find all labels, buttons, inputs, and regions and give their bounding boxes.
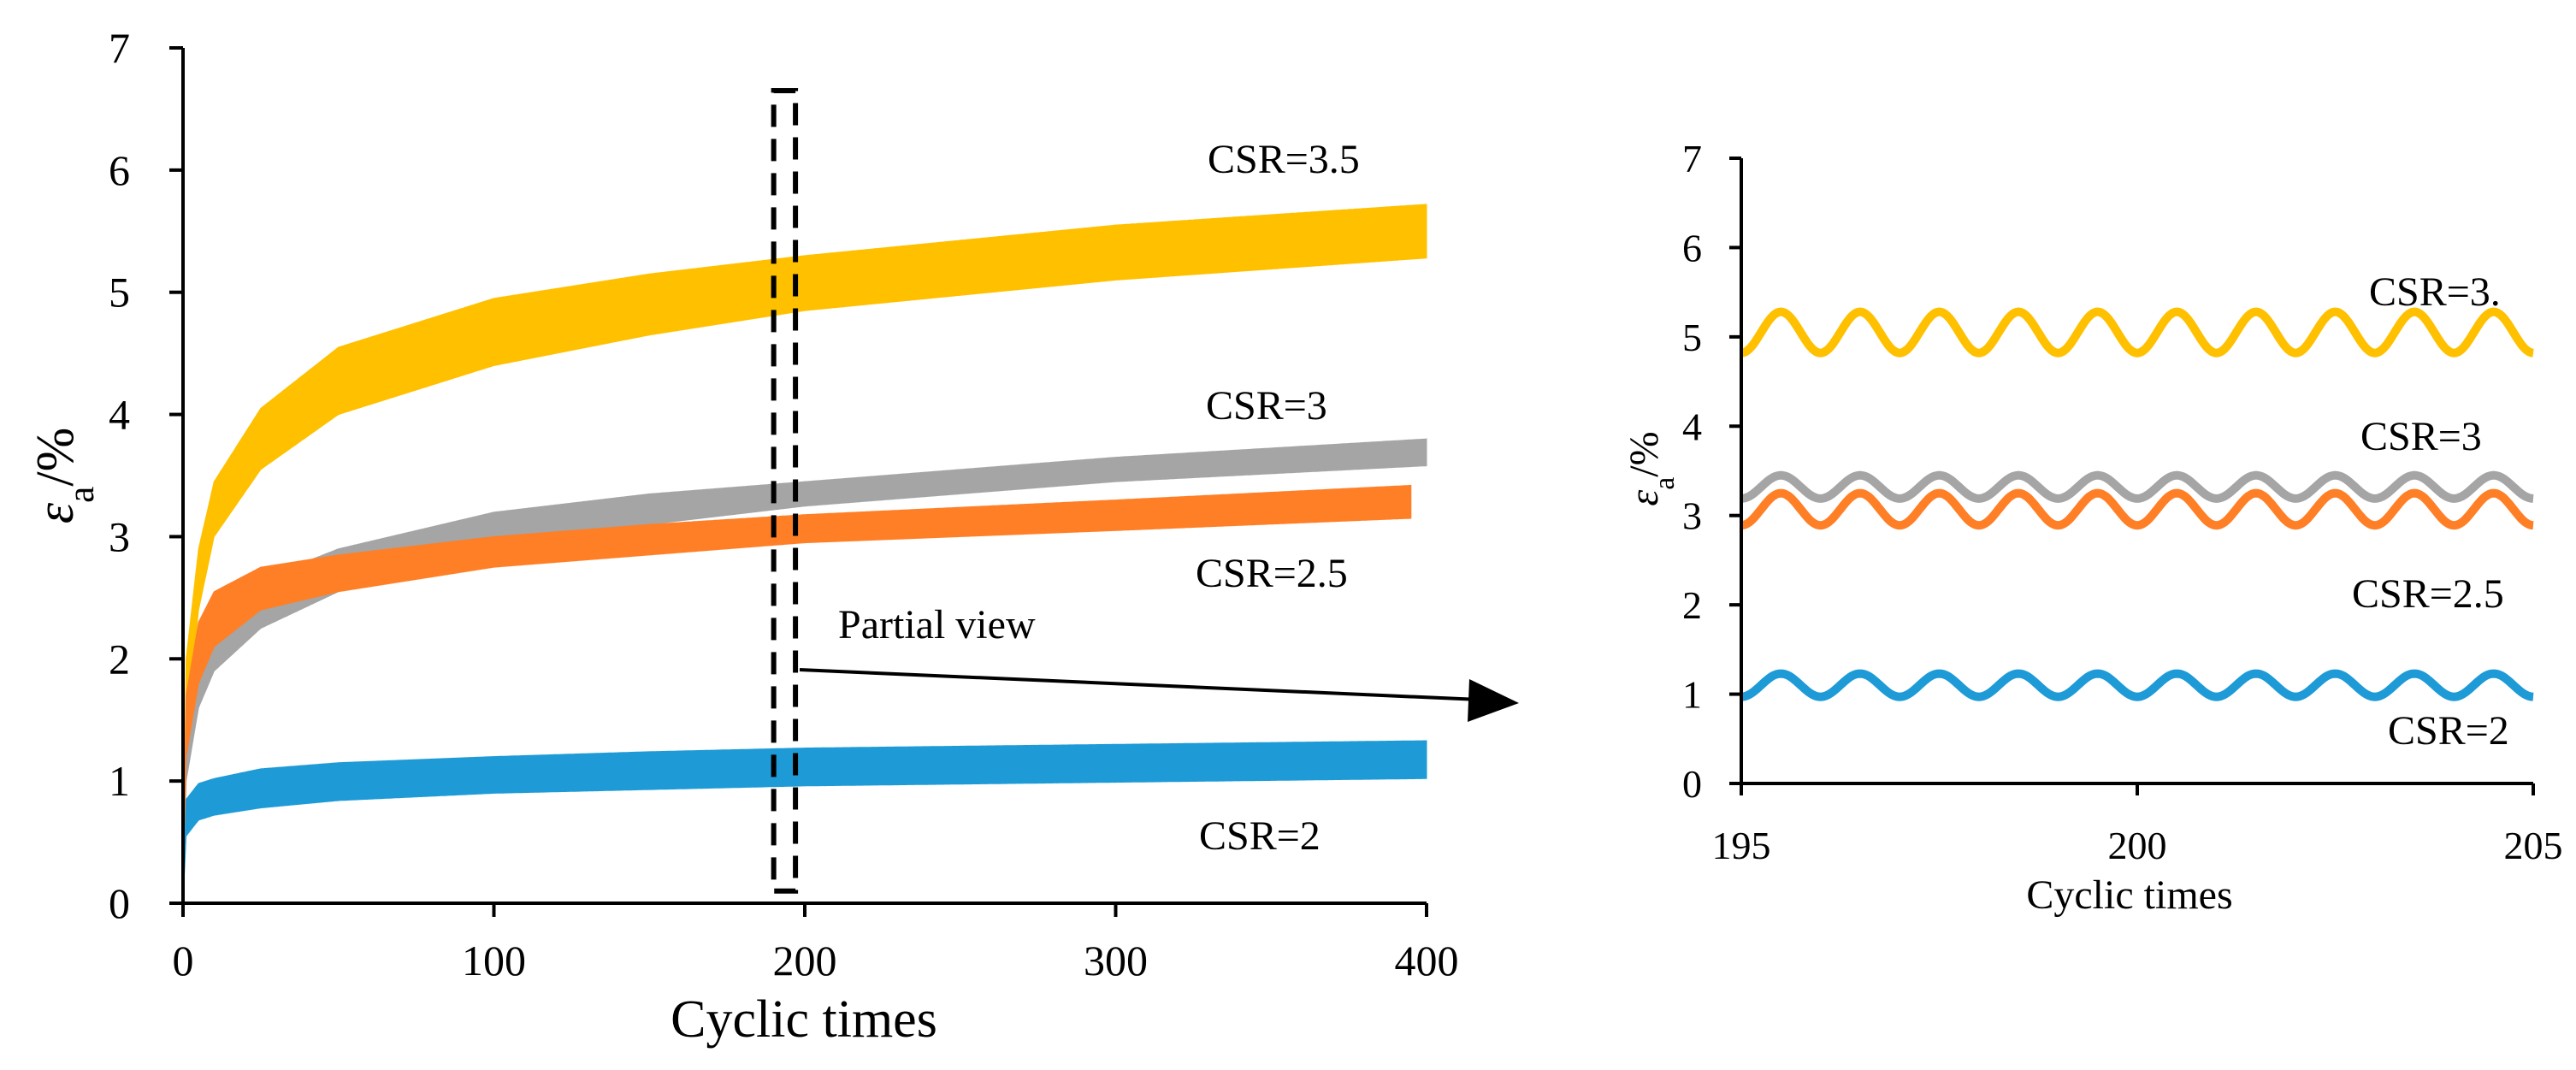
y-tick-label: 0 bbox=[109, 879, 130, 927]
series-band-csr-2-5 bbox=[182, 484, 1412, 904]
x-tick-label: 100 bbox=[462, 937, 526, 984]
y-tick-label: 3 bbox=[109, 512, 130, 560]
main-axes: 0 1 2 3 4 5 6 7 0 100 200 300 400 Cyclic times εa/% bbox=[27, 24, 1459, 1049]
main-series-layer bbox=[182, 204, 1427, 904]
inset-y-tick-label: 3 bbox=[1682, 494, 1702, 538]
inset-x-axis-label: Cyclic times bbox=[2026, 872, 2232, 918]
inset-y-tick-label: 1 bbox=[1682, 673, 1702, 717]
partial-view-box bbox=[771, 88, 799, 894]
inset-y-tick-label: 6 bbox=[1682, 226, 1702, 269]
y-tick-label: 1 bbox=[109, 757, 130, 805]
inset-series-label-csr-3: CSR=3 bbox=[2360, 414, 2482, 459]
inset-series-layer bbox=[1740, 307, 2534, 701]
y-axis-label: εa/% bbox=[27, 428, 102, 524]
series-band-csr-3-5 bbox=[182, 204, 1427, 904]
series-label-csr-3: CSR=3 bbox=[1206, 383, 1327, 429]
y-axis-label-unit: /% bbox=[1622, 431, 1667, 476]
x-tick-label: 300 bbox=[1084, 937, 1148, 984]
y-axis-label-symbol: ε bbox=[1622, 490, 1667, 506]
inset-x-tick-label: 195 bbox=[1712, 824, 1771, 867]
inset-y-tick-label: 2 bbox=[1682, 583, 1702, 627]
inset-series-label-csr-2: CSR=2 bbox=[2388, 708, 2509, 754]
inset-y-tick-label: 5 bbox=[1682, 316, 1702, 359]
main-series-labels: CSR=3.5 CSR=3 CSR=2.5 CSR=2 bbox=[1196, 137, 1360, 859]
inset-series-labels: CSR=3. CSR=3 CSR=2.5 CSR=2 bbox=[2352, 269, 2509, 754]
y-axis-label-subscript: a bbox=[61, 487, 102, 503]
inset-x-tick-label: 205 bbox=[2504, 824, 2563, 867]
y-tick-label: 7 bbox=[109, 24, 130, 72]
main-chart: Partial view 0 1 2 3 4 5 6 7 0 100 200 300 400 Cyclic… bbox=[27, 24, 1519, 1049]
y-tick-label: 2 bbox=[109, 635, 130, 683]
x-tick-label: 400 bbox=[1395, 937, 1459, 984]
y-tick-label: 5 bbox=[109, 269, 130, 316]
x-tick-label: 200 bbox=[773, 937, 837, 984]
inset-chart: 0 1 2 3 4 5 6 7 195 200 205 Cyclic times εa/% CSR=3.… bbox=[1622, 137, 2563, 918]
x-tick-label: 0 bbox=[173, 937, 194, 984]
partial-view-label: Partial view bbox=[838, 602, 1036, 647]
series-label-csr-2: CSR=2 bbox=[1199, 813, 1320, 859]
y-axis-label-symbol: ε bbox=[27, 502, 85, 523]
series-label-csr-3-5: CSR=3.5 bbox=[1208, 137, 1360, 182]
partial-view-arrowhead bbox=[1468, 679, 1519, 722]
y-axis-label-subscript: a bbox=[1649, 477, 1681, 490]
inset-axes: 0 1 2 3 4 5 6 7 195 200 205 Cyclic times εa/% bbox=[1622, 137, 2563, 918]
partial-view-annotation: Partial view bbox=[771, 88, 1519, 894]
inset-series-line-csr-2 bbox=[1740, 669, 2534, 701]
inset-series-label-csr-3: CSR=3. bbox=[2369, 269, 2501, 315]
y-tick-label: 4 bbox=[109, 391, 130, 439]
x-axis-label: Cyclic times bbox=[671, 990, 937, 1049]
inset-series-line-csr-3 bbox=[1740, 307, 2534, 358]
y-axis-label-unit: /% bbox=[27, 428, 85, 487]
partial-view-arrow-line bbox=[799, 668, 1480, 701]
inset-series-line-csr-3 bbox=[1740, 470, 2534, 503]
inset-y-tick-label: 4 bbox=[1682, 405, 1702, 448]
y-axis-label: εa/% bbox=[1622, 431, 1681, 505]
inset-x-tick-label: 200 bbox=[2108, 824, 2167, 867]
y-tick-label: 6 bbox=[109, 146, 130, 194]
inset-y-tick-label: 7 bbox=[1682, 137, 1702, 180]
series-band-csr-2 bbox=[182, 740, 1427, 904]
inset-y-tick-label: 0 bbox=[1682, 762, 1702, 806]
inset-series-label-csr-2-5: CSR=2.5 bbox=[2352, 571, 2504, 617]
inset-series-line-csr-2-5 bbox=[1740, 488, 2534, 530]
series-label-csr-2-5: CSR=2.5 bbox=[1196, 551, 1348, 596]
